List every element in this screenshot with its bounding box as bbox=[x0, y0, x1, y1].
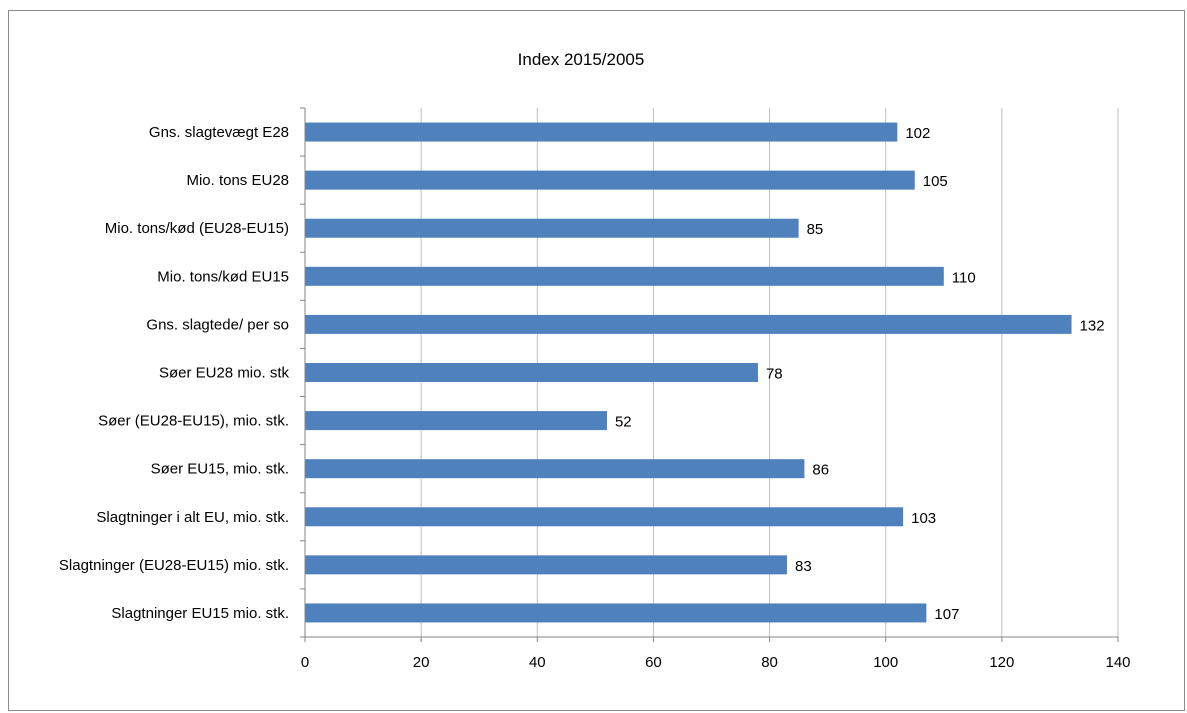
category-label: Mio. tons EU28 bbox=[186, 172, 289, 189]
bar bbox=[305, 266, 944, 286]
bars bbox=[305, 122, 1072, 623]
data-label: 107 bbox=[934, 606, 959, 623]
category-label: Slagtninger (EU28-EU15) mio. stk. bbox=[59, 557, 289, 574]
category-label: Søer EU28 mio. stk bbox=[159, 365, 290, 382]
data-label: 110 bbox=[952, 269, 976, 286]
category-label: Gns. slagtede/ per so bbox=[146, 316, 289, 333]
category-label: Søer (EU28-EU15), mio. stk. bbox=[98, 413, 289, 430]
x-tick-label: 60 bbox=[645, 654, 662, 671]
gridlines bbox=[420, 108, 1119, 637]
bar bbox=[305, 459, 805, 479]
data-label: 103 bbox=[911, 510, 936, 527]
data-label: 86 bbox=[812, 462, 829, 479]
data-label: 85 bbox=[807, 221, 824, 238]
x-tick-labels: 0 20 40 60 80 100 120 140 bbox=[301, 654, 1131, 671]
data-labels: 102 105 85 110 132 78 52 86 103 83 107 bbox=[615, 125, 1105, 623]
data-label: 105 bbox=[923, 173, 948, 190]
x-tick-label: 140 bbox=[1105, 654, 1130, 671]
category-labels: Gns. slagtevægt E28 Mio. tons EU28 Mio. to… bbox=[59, 124, 290, 622]
category-label: Søer EU15, mio. stk. bbox=[151, 461, 289, 478]
bar bbox=[305, 411, 607, 431]
data-label: 52 bbox=[615, 414, 632, 431]
data-label: 83 bbox=[795, 558, 812, 575]
data-label: 78 bbox=[766, 366, 783, 383]
bar bbox=[305, 122, 898, 142]
x-tick-label: 100 bbox=[873, 654, 898, 671]
bar bbox=[305, 507, 904, 527]
data-label: 102 bbox=[905, 125, 930, 142]
category-label: Gns. slagtevægt E28 bbox=[149, 124, 289, 141]
bar bbox=[305, 170, 915, 190]
bar bbox=[305, 218, 799, 238]
category-label: Slagtninger EU15 mio. stk. bbox=[111, 605, 289, 622]
x-tick-label: 20 bbox=[413, 654, 430, 671]
category-label: Mio. tons/kød (EU28-EU15) bbox=[105, 220, 289, 237]
x-tick-label: 40 bbox=[529, 654, 546, 671]
bar bbox=[305, 314, 1072, 334]
category-label: Slagtninger i alt EU, mio. stk. bbox=[96, 509, 289, 526]
category-label: Mio. tons/kød EU15 bbox=[157, 268, 289, 285]
x-tick-label: 120 bbox=[989, 654, 1014, 671]
x-tick-label: 0 bbox=[301, 654, 309, 671]
bar bbox=[305, 363, 758, 382]
chart-title: Index 2015/2005 bbox=[518, 50, 645, 69]
bar bbox=[305, 603, 927, 623]
axes bbox=[300, 107, 1119, 642]
x-tick-label: 80 bbox=[761, 654, 778, 671]
data-label: 132 bbox=[1080, 317, 1105, 334]
bar bbox=[305, 555, 787, 575]
